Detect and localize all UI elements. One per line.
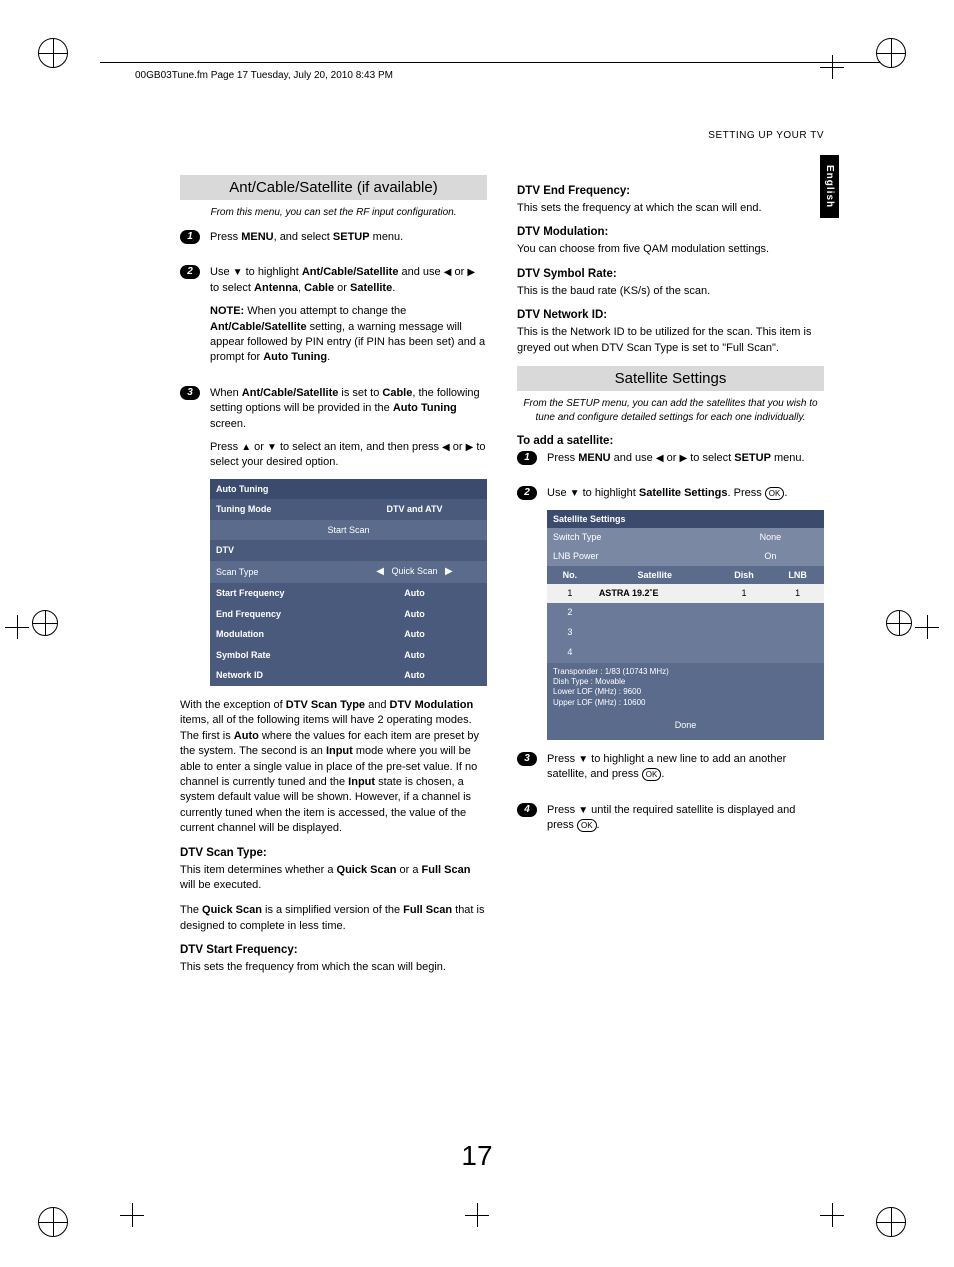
reg-mark <box>876 38 906 68</box>
step-body: Press ▼ to highlight a new line to add a… <box>547 752 824 791</box>
subhead-add-satellite: To add a satellite: <box>517 435 824 447</box>
left-icon: ◀ <box>656 453 664 464</box>
page: 00GB03Tune.fm Page 17 Tuesday, July 20, … <box>0 0 954 1267</box>
auto-tuning-table: Auto Tuning Tuning ModeDTV and ATV Start… <box>210 479 487 686</box>
reg-mark <box>876 1207 906 1237</box>
left-column: Ant/Cable/Satellite (if available) From … <box>180 175 487 986</box>
step-body: Use ▼ to highlight Satellite Settings. P… <box>547 486 824 740</box>
sat-step-3: 3 Press ▼ to highlight a new line to add… <box>517 752 824 791</box>
body-paragraph: This item determines whether a Quick Sca… <box>180 863 487 894</box>
intro-text: From this menu, you can set the RF input… <box>180 206 487 220</box>
reg-mark <box>820 1203 844 1227</box>
content-columns: Ant/Cable/Satellite (if available) From … <box>180 175 824 986</box>
up-icon: ▲ <box>241 442 251 453</box>
right-column: DTV End Frequency: This sets the frequen… <box>517 175 824 986</box>
step-3: 3 When Ant/Cable/Satellite is set to Cab… <box>180 386 487 686</box>
step-body: When Ant/Cable/Satellite is set to Cable… <box>210 386 487 686</box>
step-badge: 4 <box>517 803 537 817</box>
body-paragraph: You can choose from five QAM modulation … <box>517 242 824 257</box>
ok-icon: OK <box>642 768 662 781</box>
section-title-ant-cable: Ant/Cable/Satellite (if available) <box>180 175 487 200</box>
sat-step-4: 4 Press ▼ until the required satellite i… <box>517 803 824 842</box>
down-icon: ▼ <box>233 267 243 278</box>
frame-header: 00GB03Tune.fm Page 17 Tuesday, July 20, … <box>135 70 393 81</box>
satellite-settings-table: Satellite Settings Switch TypeNone LNB P… <box>547 510 824 740</box>
left-icon: ◀ <box>442 442 450 453</box>
table-title: Auto Tuning <box>210 479 487 500</box>
reg-mark <box>886 610 912 636</box>
step-2: 2 Use ▼ to highlight Ant/Cable/Satellite… <box>180 265 487 373</box>
body-paragraph: This is the baud rate (KS/s) of the scan… <box>517 284 824 299</box>
step-badge: 2 <box>517 486 537 500</box>
step-1: 1 Press MENU, and select SETUP menu. <box>180 230 487 253</box>
subhead-dtv-scan-type: DTV Scan Type: <box>180 847 487 859</box>
right-icon: ▶ <box>467 267 475 278</box>
subhead-dtv-modulation: DTV Modulation: <box>517 226 824 238</box>
body-paragraph: With the exception of DTV Scan Type and … <box>180 698 487 837</box>
reg-mark <box>38 1207 68 1237</box>
sat-step-2: 2 Use ▼ to highlight Satellite Settings.… <box>517 486 824 740</box>
section-header: SETTING UP YOUR TV <box>708 130 824 141</box>
reg-mark <box>32 610 58 636</box>
body-paragraph: The Quick Scan is a simplified version o… <box>180 903 487 934</box>
step-badge: 1 <box>180 230 200 244</box>
down-icon: ▼ <box>267 442 277 453</box>
subhead-dtv-end-freq: DTV End Frequency: <box>517 185 824 197</box>
down-icon: ▼ <box>578 805 588 816</box>
step-badge: 2 <box>180 265 200 279</box>
body-paragraph: This is the Network ID to be utilized fo… <box>517 325 824 356</box>
ok-icon: OK <box>577 819 597 832</box>
right-icon: ▶ <box>679 453 687 464</box>
subhead-dtv-symbol-rate: DTV Symbol Rate: <box>517 268 824 280</box>
ok-icon: OK <box>765 487 785 500</box>
reg-mark <box>5 615 29 639</box>
down-icon: ▼ <box>570 488 580 499</box>
step-body: Press MENU and use ◀ or ▶ to select SETU… <box>547 451 824 474</box>
step-badge: 1 <box>517 451 537 465</box>
sat-step-1: 1 Press MENU and use ◀ or ▶ to select SE… <box>517 451 824 474</box>
reg-mark <box>915 615 939 639</box>
reg-mark <box>120 1203 144 1227</box>
step-body: Use ▼ to highlight Ant/Cable/Satellite a… <box>210 265 487 373</box>
reg-mark <box>820 55 844 79</box>
crop-line <box>100 62 880 63</box>
subhead-dtv-start-freq: DTV Start Frequency: <box>180 944 487 956</box>
reg-mark <box>38 38 68 68</box>
step-badge: 3 <box>180 386 200 400</box>
reg-mark <box>465 1203 489 1227</box>
section-title-satellite: Satellite Settings <box>517 366 824 391</box>
intro-text: From the SETUP menu, you can add the sat… <box>517 397 824 425</box>
body-paragraph: This sets the frequency at which the sca… <box>517 201 824 216</box>
body-paragraph: This sets the frequency from which the s… <box>180 960 487 975</box>
step-body: Press MENU, and select SETUP menu. <box>210 230 487 253</box>
subhead-dtv-network-id: DTV Network ID: <box>517 309 824 321</box>
step-body: Press ▼ until the required satellite is … <box>547 803 824 842</box>
step-badge: 3 <box>517 752 537 766</box>
page-number: 17 <box>0 1140 954 1172</box>
down-icon: ▼ <box>578 754 588 765</box>
